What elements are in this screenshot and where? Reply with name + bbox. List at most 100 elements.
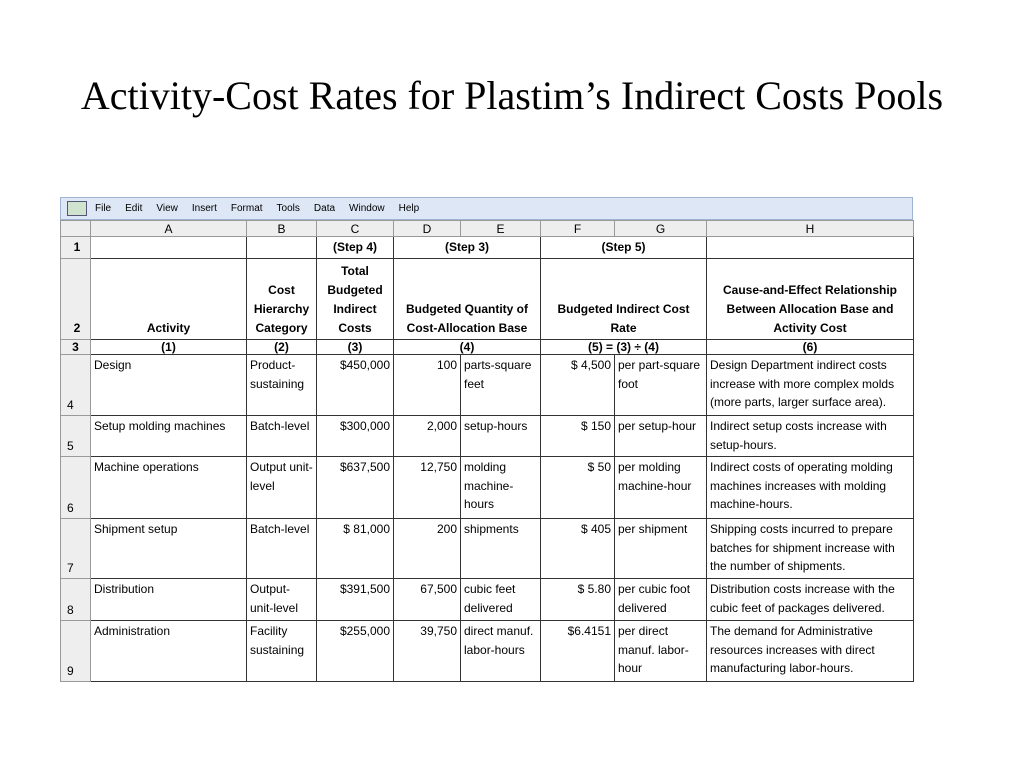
cell: $ 150 xyxy=(540,415,615,457)
row: 6 Machine operations Output unit-level $637… xyxy=(60,456,914,519)
cell: $ 405 xyxy=(540,518,615,579)
cell: Batch-level xyxy=(246,518,317,579)
cell: Budgeted Indirect Cost Rate xyxy=(540,258,707,340)
cell: per cubic foot delivered xyxy=(614,578,707,621)
row: 5 Setup molding machines Batch-level $300,0… xyxy=(60,415,914,457)
cell: Setup molding machines xyxy=(90,415,247,457)
column-letter: G xyxy=(614,220,707,237)
cell: Distribution costs increase with the cub… xyxy=(706,578,914,621)
row-number: 9 xyxy=(60,620,91,682)
cell: Cause-and-Effect Relationship Between Al… xyxy=(706,258,914,340)
cell: Design xyxy=(90,354,247,416)
menu-item[interactable]: Edit xyxy=(125,203,143,214)
cell: per shipment xyxy=(614,518,707,579)
cell: (5) = (3) ÷ (4) xyxy=(540,339,707,355)
cell: $255,000 xyxy=(316,620,394,682)
cell: $300,000 xyxy=(316,415,394,457)
cell: $ 50 xyxy=(540,456,615,519)
cell: Shipment setup xyxy=(90,518,247,579)
empty-cell xyxy=(706,236,914,259)
cell: 12,750 xyxy=(393,456,461,519)
menu-item[interactable]: Format xyxy=(230,203,263,214)
grid: A B C D E F G H 1 (Step 4) (Step 3) (Step 5) 2 Activi… xyxy=(60,220,914,682)
row-number: 3 xyxy=(60,339,91,355)
cell: direct manuf. labor-hours xyxy=(460,620,541,682)
column-letter: F xyxy=(540,220,615,237)
cell: Output unit-level xyxy=(246,456,317,519)
menu-item[interactable]: Help xyxy=(398,203,420,214)
menu-item[interactable]: Window xyxy=(349,203,385,214)
column-letter: A xyxy=(90,220,247,237)
cell: Indirect costs of operating molding mach… xyxy=(706,456,914,519)
cell: Product-sustaining xyxy=(246,354,317,416)
cell: per setup-hour xyxy=(614,415,707,457)
row-number: 1 xyxy=(60,236,91,259)
corner xyxy=(60,220,91,237)
cell: (4) xyxy=(393,339,541,355)
row-number: 2 xyxy=(60,258,91,340)
row-number: 8 xyxy=(60,578,91,621)
row-number: 5 xyxy=(60,415,91,457)
cell: 200 xyxy=(393,518,461,579)
menu-item[interactable]: Data xyxy=(313,203,336,214)
cell: $391,500 xyxy=(316,578,394,621)
cell: (Step 4) xyxy=(316,236,394,259)
row: 3 (1) (2) (3) (4) (5) = (3) ÷ (4) (6) xyxy=(60,339,914,355)
cell: Cost Hierarchy Category xyxy=(246,258,317,340)
cell: (1) xyxy=(90,339,247,355)
cell: $ 5.80 xyxy=(540,578,615,621)
cell: Distribution xyxy=(90,578,247,621)
row: 9 Administration Facility sustaining $255,0… xyxy=(60,620,914,682)
cell: $450,000 xyxy=(316,354,394,416)
column-letter: B xyxy=(246,220,317,237)
column-letter: D xyxy=(393,220,461,237)
cell: Facility sustaining xyxy=(246,620,317,682)
app-icon xyxy=(67,201,87,216)
cell: per molding machine-hour xyxy=(614,456,707,519)
row: 4 Design Product-sustaining $450,000 100 part… xyxy=(60,354,914,416)
row-number: 7 xyxy=(60,518,91,579)
row: 2 Activity Cost Hierarchy Category Total Bu… xyxy=(60,258,914,340)
menu-item[interactable]: Tools xyxy=(276,203,300,214)
cell: Budgeted Quantity of Cost-Allocation Bas… xyxy=(393,258,541,340)
cell: 39,750 xyxy=(393,620,461,682)
row-number: 4 xyxy=(60,354,91,416)
cell: 2,000 xyxy=(393,415,461,457)
cell: Design Department indirect costs increas… xyxy=(706,354,914,416)
cell: Batch-level xyxy=(246,415,317,457)
cell: (Step 3) xyxy=(393,236,541,259)
column-letter: H xyxy=(706,220,914,237)
slide-title: Activity-Cost Rates for Plastim’s Indire… xyxy=(80,73,944,118)
row: 1 (Step 4) (Step 3) (Step 5) xyxy=(60,236,914,259)
menu-item[interactable]: View xyxy=(156,203,178,214)
cell: parts-square feet xyxy=(460,354,541,416)
cell: per direct manuf. labor-hour xyxy=(614,620,707,682)
menu-bar: File Edit View Insert Format Tools Data Window H… xyxy=(60,197,913,220)
cell: (3) xyxy=(316,339,394,355)
empty-cell xyxy=(90,236,247,259)
cell: Shipping costs incurred to prepare batch… xyxy=(706,518,914,579)
cell: molding machine-hours xyxy=(460,456,541,519)
cell: shipments xyxy=(460,518,541,579)
cell: Output-unit-level xyxy=(246,578,317,621)
cell: $ 81,000 xyxy=(316,518,394,579)
row: 8 Distribution Output-unit-level $391,500 67… xyxy=(60,578,914,621)
cell: $6.4151 xyxy=(540,620,615,682)
column-letter: E xyxy=(460,220,541,237)
cell: Activity xyxy=(90,258,247,340)
empty-cell xyxy=(246,236,317,259)
cell: 100 xyxy=(393,354,461,416)
cell: (2) xyxy=(246,339,317,355)
column-letter: C xyxy=(316,220,394,237)
cell: per part-square foot xyxy=(614,354,707,416)
menu-item[interactable]: Insert xyxy=(191,203,217,214)
menu-item[interactable]: File xyxy=(95,203,112,214)
row: 7 Shipment setup Batch-level $ 81,000 200 shi… xyxy=(60,518,914,579)
cell: $ 4,500 xyxy=(540,354,615,416)
row-number: 6 xyxy=(60,456,91,519)
cell: $637,500 xyxy=(316,456,394,519)
cell: (6) xyxy=(706,339,914,355)
cell: (Step 5) xyxy=(540,236,707,259)
